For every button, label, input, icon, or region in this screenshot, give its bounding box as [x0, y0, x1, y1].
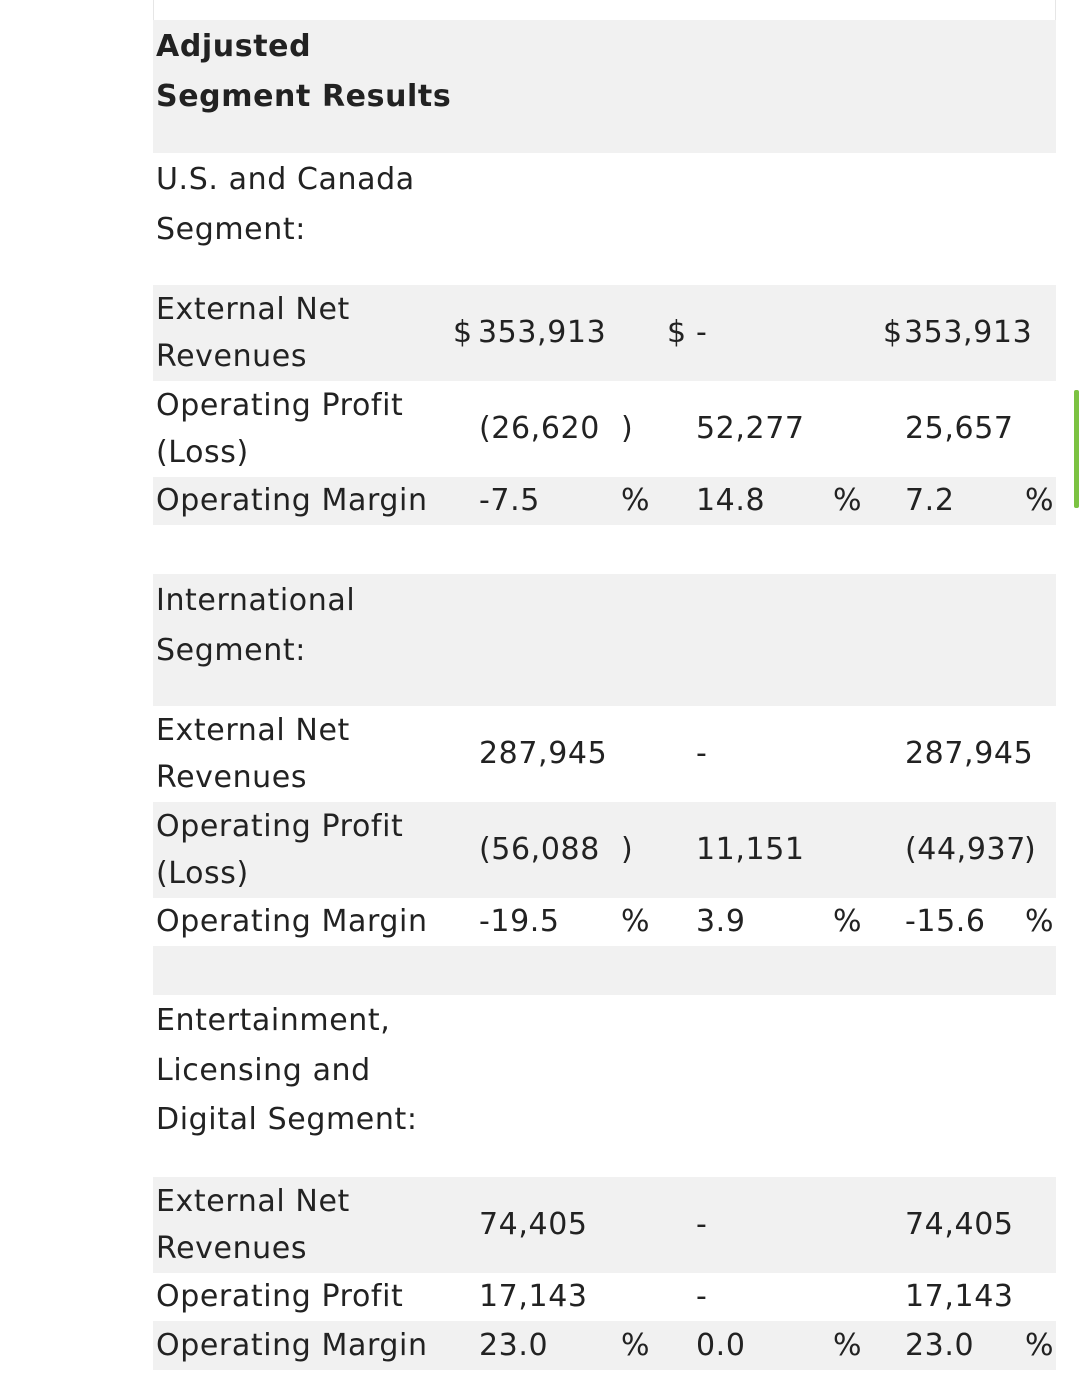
cell-value: 0.0: [696, 1328, 746, 1363]
section-title-row: Entertainment, Licensing and Digital Seg…: [153, 995, 1056, 1177]
section-title-line: International: [156, 583, 356, 618]
cell-value: 74,405: [479, 1207, 588, 1242]
section-title-line: Licensing and: [156, 1053, 371, 1088]
section-title-line: Digital Segment:: [156, 1102, 418, 1137]
row-label: Operating Profit: [156, 388, 404, 423]
table-row: Operating Profit 17,143 - 17,143: [153, 1273, 1056, 1321]
section-title-row: U.S. and Canada Segment:: [153, 153, 1056, 285]
table-row: Operating Profit (Loss) (26,620 ) 52,277…: [153, 381, 1056, 477]
cell-value: -: [696, 1207, 708, 1242]
section-title-line: Entertainment,: [156, 1003, 391, 1038]
percent-sign: %: [1025, 1328, 1055, 1363]
section-title-line: U.S. and Canada: [156, 162, 415, 197]
row-label: Revenues: [156, 760, 308, 795]
cell-value: (56,088: [479, 832, 600, 867]
currency-symbol: $: [667, 315, 687, 350]
percent-sign: %: [1025, 904, 1055, 939]
section-title-line: Segment:: [156, 633, 306, 668]
table-row: Operating Margin 23.0 % 0.0 % 23.0 %: [153, 1321, 1056, 1370]
cell-value: -7.5: [479, 483, 540, 518]
spacer-row: [153, 1370, 1056, 1397]
cell-value: 23.0: [479, 1328, 549, 1363]
percent-sign: %: [833, 483, 863, 518]
cell-value: 353,913: [478, 315, 607, 350]
spacer-row: [153, 946, 1056, 995]
row-label: (Loss): [156, 856, 249, 891]
cell-value: 3.9: [696, 904, 746, 939]
scroll-indicator[interactable]: [1074, 390, 1079, 508]
table-row: Operating Profit (Loss) (56,088 ) 11,151…: [153, 802, 1056, 898]
section-title-row: International Segment:: [153, 574, 1056, 706]
cell-value: 74,405: [905, 1207, 1014, 1242]
cell-value: -15.6: [905, 904, 986, 939]
cell-value: 23.0: [905, 1328, 975, 1363]
cell-value: 287,945: [905, 736, 1034, 771]
row-label: Revenues: [156, 1231, 308, 1266]
row-label: External Net: [156, 292, 350, 327]
cell-value: 11,151: [696, 832, 805, 867]
section-title-line: Segment:: [156, 212, 306, 247]
currency-symbol: $: [883, 315, 903, 350]
row-label: Revenues: [156, 339, 308, 374]
cell-value: 7.2: [905, 483, 955, 518]
row-label: External Net: [156, 713, 350, 748]
negative-paren: ): [1024, 832, 1037, 867]
cell-value: 14.8: [696, 483, 766, 518]
negative-paren: ): [621, 832, 634, 867]
cell-value: 17,143: [905, 1279, 1014, 1314]
table-row: Operating Margin -7.5 % 14.8 % 7.2 %: [153, 477, 1056, 525]
cell-value: -19.5: [479, 904, 560, 939]
currency-symbol: $: [453, 315, 473, 350]
table-row: External Net Revenues 74,405 - 74,405: [153, 1177, 1056, 1273]
cell-value: -: [696, 1279, 708, 1314]
row-label: Operating Margin: [156, 904, 428, 939]
cell-value: 353,913: [904, 315, 1033, 350]
cell-value: (26,620: [479, 411, 600, 446]
table-row: External Net Revenues $ 353,913 $ - $ 35…: [153, 285, 1056, 381]
row-label: Operating Margin: [156, 1328, 428, 1363]
cell-value: 25,657: [905, 411, 1014, 446]
spacer-row: [153, 525, 1056, 574]
row-label: Operating Profit: [156, 1279, 404, 1314]
cell-value: 287,945: [479, 736, 608, 771]
percent-sign: %: [1025, 483, 1055, 518]
row-label: (Loss): [156, 435, 249, 470]
cell-value: -: [696, 736, 708, 771]
percent-sign: %: [833, 904, 863, 939]
table-heading-line-1: Adjusted: [156, 29, 312, 64]
table-row: External Net Revenues 287,945 - 287,945: [153, 706, 1056, 802]
table-row: Operating Margin -19.5 % 3.9 % -15.6 %: [153, 898, 1056, 946]
row-label: External Net: [156, 1184, 350, 1219]
percent-sign: %: [621, 1328, 651, 1363]
negative-paren: ): [621, 411, 634, 446]
percent-sign: %: [621, 483, 651, 518]
cell-value: 17,143: [479, 1279, 588, 1314]
cell-value: 52,277: [696, 411, 805, 446]
row-label: Operating Profit: [156, 809, 404, 844]
row-label: Operating Margin: [156, 483, 428, 518]
cell-value: (44,937: [905, 832, 1026, 867]
cell-value: -: [696, 315, 708, 350]
table-heading-line-2: Segment Results: [156, 79, 452, 114]
percent-sign: %: [833, 1328, 863, 1363]
percent-sign: %: [621, 904, 651, 939]
table-heading-row: Adjusted Segment Results: [153, 20, 1056, 153]
